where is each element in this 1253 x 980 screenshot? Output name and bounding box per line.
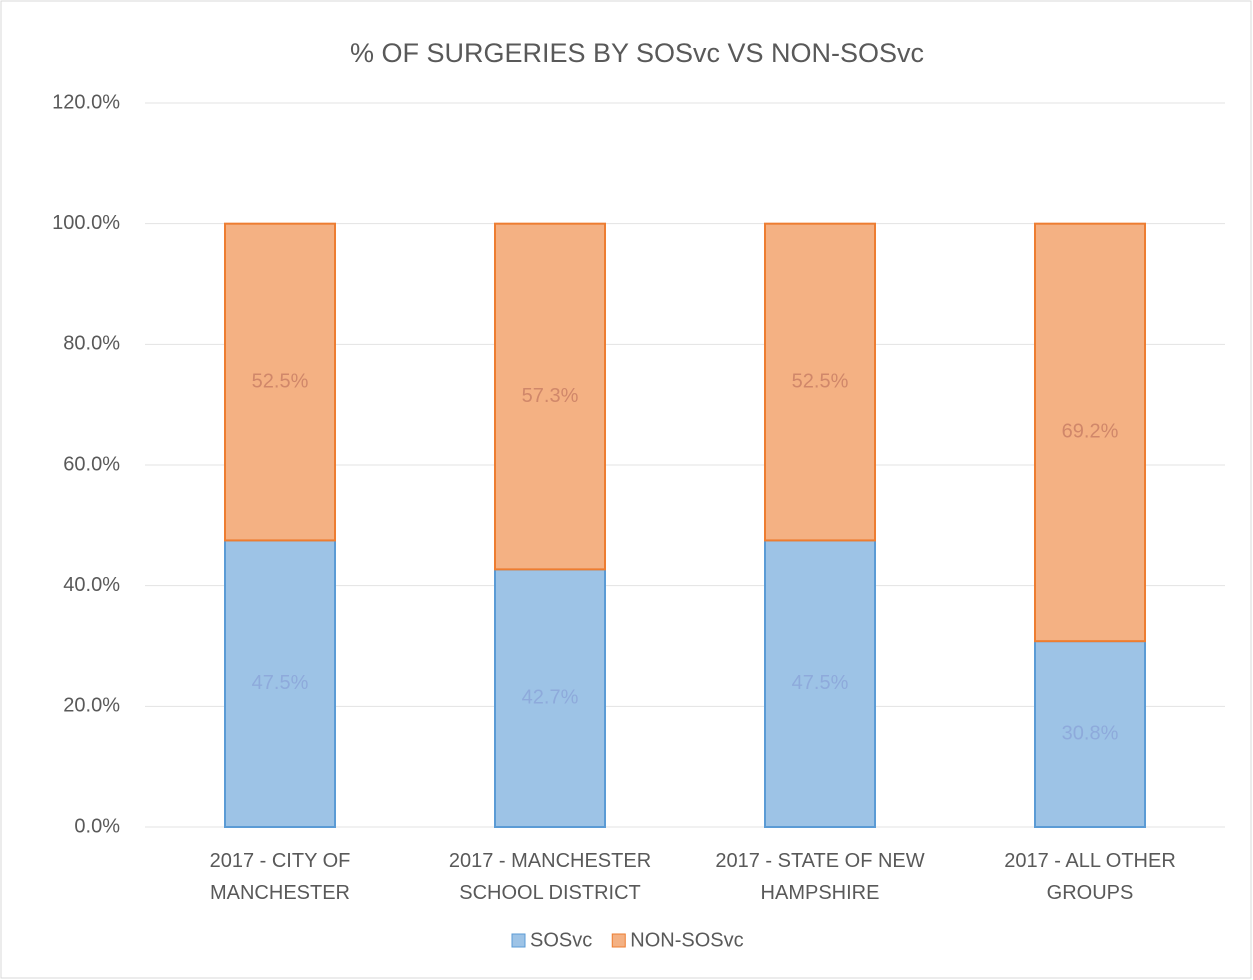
data-label: 47.5%: [792, 672, 849, 694]
chart-title: % OF SURGERIES BY SOSvc VS NON-SOSvc: [350, 38, 924, 68]
data-label: 52.5%: [252, 370, 309, 392]
y-tick-label: 40.0%: [63, 574, 120, 596]
legend-swatch: [611, 933, 626, 948]
data-label: 47.5%: [252, 672, 309, 694]
y-tick-label: 20.0%: [63, 695, 120, 717]
y-tick-label: 60.0%: [63, 453, 120, 475]
x-tick-label: 2017 - MANCHESTER SCHOOL DISTRICT: [448, 850, 652, 904]
data-label: 42.7%: [522, 686, 579, 708]
bar-segment: [1034, 222, 1146, 643]
y-tick-label: 0.0%: [74, 815, 120, 837]
bar-segment: [494, 568, 606, 828]
x-tick-label: 2017 - ALL OTHER GROUPS: [1004, 850, 1176, 904]
data-label: 57.3%: [522, 385, 579, 407]
y-tick-label: 120.0%: [52, 91, 120, 113]
legend-label: NON-SOSvc: [630, 929, 743, 951]
y-tick-label: 80.0%: [63, 333, 120, 355]
bar-segment: [1034, 640, 1146, 828]
bar-segment: [764, 222, 876, 542]
x-tick-label: 2017 - STATE OF NEW HAMPSHIRE: [715, 850, 925, 904]
bar-segment: [224, 222, 336, 542]
bar-segment: [764, 539, 876, 829]
legend-swatch: [511, 933, 526, 948]
data-label: 30.8%: [1062, 722, 1119, 744]
y-tick-label: 100.0%: [52, 212, 120, 234]
legend-label: SOSvc: [530, 929, 592, 951]
bar-segment: [494, 222, 606, 571]
data-label: 69.2%: [1062, 421, 1119, 443]
bar-segment: [224, 539, 336, 829]
x-tick-label: 2017 - CITY OF MANCHESTER: [209, 850, 351, 904]
data-label: 52.5%: [792, 370, 849, 392]
